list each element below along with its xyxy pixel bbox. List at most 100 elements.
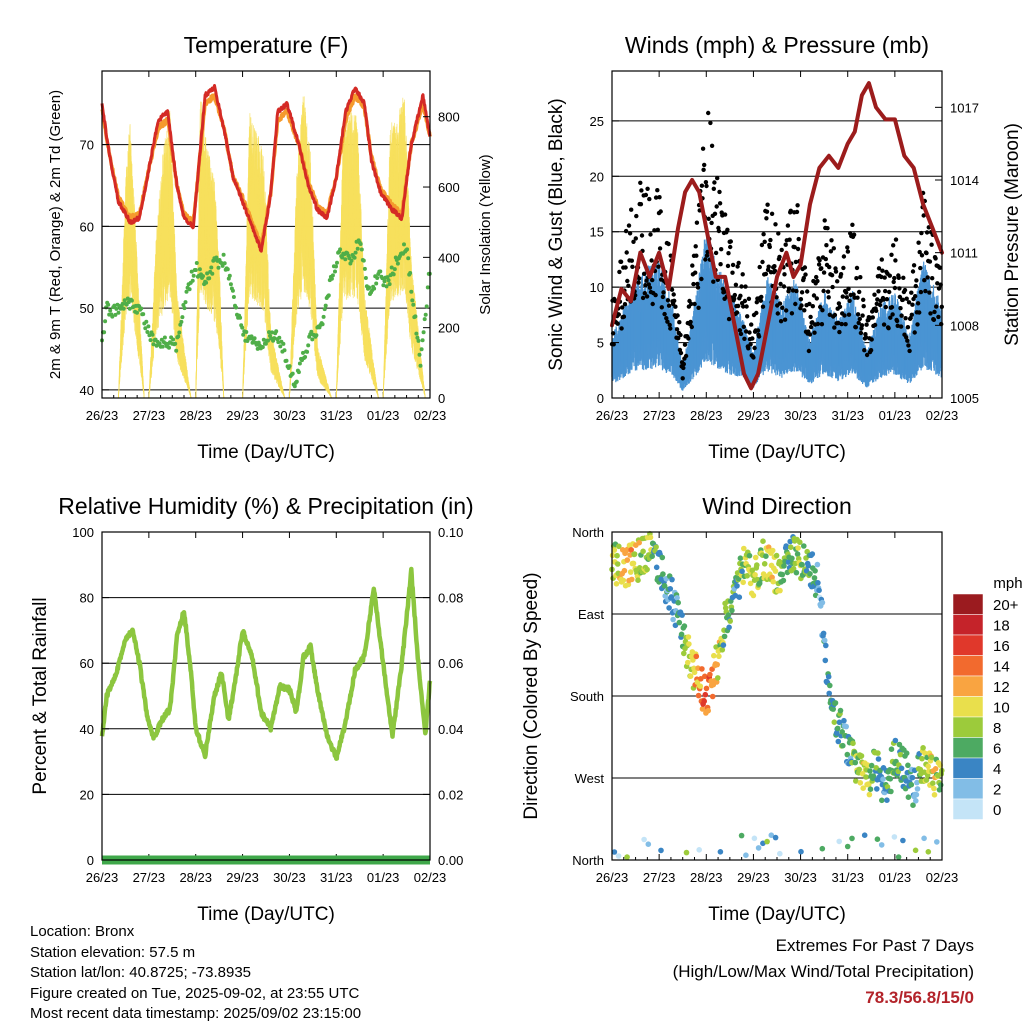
- gust-point: [709, 220, 714, 226]
- direction-point: [819, 845, 826, 852]
- direction-point: [852, 759, 859, 766]
- direction-point: [836, 838, 842, 845]
- dewpoint-point: [282, 348, 287, 353]
- gust-point: [733, 282, 739, 287]
- direction-point: [714, 661, 720, 668]
- direction-point: [789, 555, 795, 562]
- dewpoint-point: [187, 287, 192, 292]
- gust-point: [746, 296, 752, 301]
- gust-point: [909, 290, 914, 295]
- gust-point: [778, 281, 783, 287]
- direction-point: [925, 849, 932, 855]
- gust-point: [862, 348, 867, 353]
- dewpoint-point: [227, 273, 232, 278]
- legend-swatch: [952, 757, 984, 779]
- gust-point: [801, 275, 806, 281]
- gust-point: [936, 314, 941, 320]
- dewpoint-point: [180, 315, 185, 320]
- direction-point: [666, 605, 672, 611]
- gust-point: [686, 336, 691, 341]
- y2-axis-tick-label: 400: [438, 250, 460, 265]
- gust-point: [835, 279, 840, 284]
- dewpoint-point: [173, 341, 178, 346]
- gust-point: [889, 305, 895, 310]
- gust-point: [869, 337, 874, 342]
- direction-point: [729, 607, 735, 614]
- y2-axis-tick-label: 0.06: [438, 656, 463, 671]
- gust-point: [844, 295, 849, 300]
- dewpoint-point: [361, 258, 366, 263]
- gust-point: [881, 297, 886, 302]
- gust-point: [857, 289, 862, 295]
- direction-point: [683, 849, 690, 856]
- direction-point: [870, 773, 877, 779]
- y2-axis-tick-label: 0: [438, 391, 445, 406]
- y2-axis-tick-label: 0.00: [438, 853, 463, 868]
- gust-point: [742, 336, 747, 341]
- gust-point: [693, 270, 698, 275]
- legend-swatch: [952, 614, 984, 636]
- direction-point: [788, 544, 794, 550]
- gust-point: [803, 272, 808, 277]
- gust-point: [742, 298, 748, 304]
- direction-point: [853, 778, 859, 784]
- dewpoint-point: [255, 346, 260, 351]
- direction-point: [681, 623, 688, 629]
- x-tick-label: 01/23: [367, 408, 400, 423]
- gust-point: [879, 257, 884, 262]
- gust-point: [837, 329, 842, 335]
- gust-point: [769, 211, 775, 216]
- y2-axis-tick-label: 1014: [950, 173, 979, 188]
- direction-point: [914, 779, 920, 786]
- gust-point: [837, 304, 843, 309]
- gust-point: [626, 223, 632, 228]
- direction-point: [822, 657, 829, 664]
- dewpoint-point: [290, 371, 295, 376]
- direction-point: [888, 746, 895, 752]
- panel-1: Temperature (F) Time (Day/UTC) 26/23 27/23 2…: [47, 32, 494, 463]
- x-tick-label: 02/23: [414, 408, 447, 423]
- direction-point: [834, 725, 841, 732]
- direction-point: [839, 729, 845, 735]
- dewpoint-point: [359, 247, 364, 252]
- dewpoint-point: [125, 296, 130, 301]
- x-tick-label: 01/23: [367, 870, 400, 885]
- gust-point: [816, 262, 822, 267]
- direction-point: [777, 587, 783, 594]
- dewpoint-point: [306, 343, 311, 348]
- direction-point: [667, 586, 674, 592]
- gust-point: [928, 311, 933, 316]
- dewpoint-point: [384, 284, 389, 289]
- gust-point: [820, 308, 825, 313]
- gust-point: [758, 298, 763, 303]
- gust-point: [895, 323, 900, 328]
- gust-point: [688, 319, 693, 325]
- dewpoint-point: [391, 272, 396, 277]
- gust-point: [775, 311, 780, 316]
- gust-point: [693, 244, 698, 249]
- direction-point: [895, 854, 902, 860]
- direction-point: [923, 777, 930, 783]
- dewpoint-point: [234, 305, 238, 310]
- gust-point: [763, 271, 769, 277]
- gust-point: [875, 297, 880, 302]
- gust-point: [747, 330, 752, 335]
- x-axis-label: Time (Day/UTC): [197, 442, 335, 463]
- direction-point: [649, 553, 655, 560]
- direction-point: [661, 583, 668, 589]
- gust-point: [777, 254, 782, 260]
- dewpoint-point: [110, 314, 115, 319]
- gust-point: [919, 253, 925, 258]
- dewpoint-point: [266, 338, 270, 343]
- gust-point: [689, 301, 694, 307]
- direction-point: [761, 561, 768, 567]
- dewpoint-point: [276, 340, 281, 345]
- x-tick-label: 27/23: [643, 408, 676, 423]
- dewpoint-point: [157, 341, 162, 346]
- gust-point: [799, 303, 804, 308]
- direction-point: [672, 622, 679, 629]
- direction-point: [750, 592, 757, 599]
- dewpoint-point: [216, 265, 221, 270]
- gust-point: [874, 308, 879, 313]
- gust-point: [880, 268, 885, 273]
